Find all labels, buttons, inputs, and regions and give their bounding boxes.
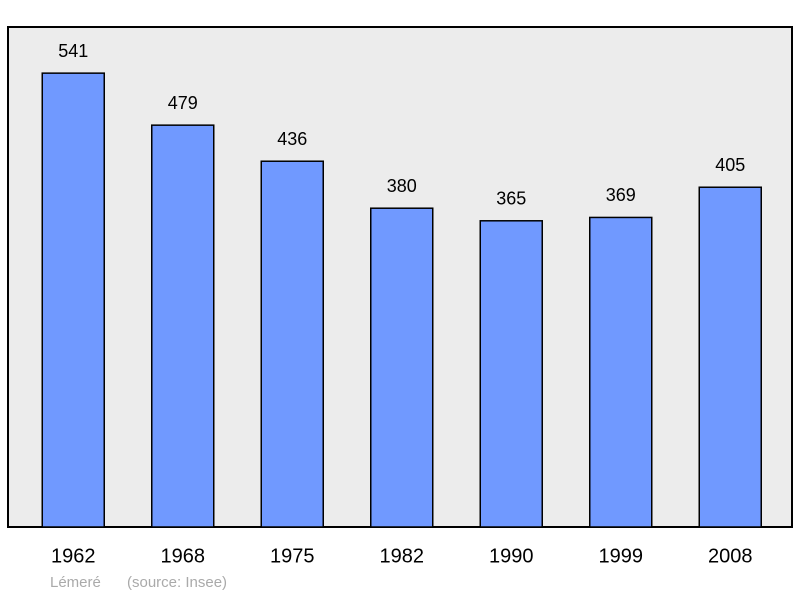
source: (source: Insee) xyxy=(127,574,227,591)
data-label: 365 xyxy=(496,189,526,209)
x-tick-label: 1982 xyxy=(380,545,425,567)
x-tick-label: 1999 xyxy=(599,545,644,567)
data-label: 369 xyxy=(606,185,636,205)
data-label: 479 xyxy=(168,93,198,113)
x-tick-label: 1968 xyxy=(161,545,206,567)
x-tick-label: 2008 xyxy=(708,545,753,567)
data-label: 541 xyxy=(58,41,88,61)
x-tick-label: 1962 xyxy=(51,545,96,567)
x-tick-label: 1975 xyxy=(270,545,315,567)
place-name: Lémeré xyxy=(50,574,101,591)
bar xyxy=(479,220,543,528)
bar xyxy=(260,160,324,528)
x-tick-label: 1990 xyxy=(489,545,534,567)
bar xyxy=(589,216,653,528)
data-label: 405 xyxy=(715,155,745,175)
bar xyxy=(151,124,215,528)
bar xyxy=(698,186,762,528)
bar xyxy=(370,207,434,528)
data-label: 380 xyxy=(387,176,417,196)
data-label: 436 xyxy=(277,129,307,149)
bar xyxy=(41,72,105,528)
